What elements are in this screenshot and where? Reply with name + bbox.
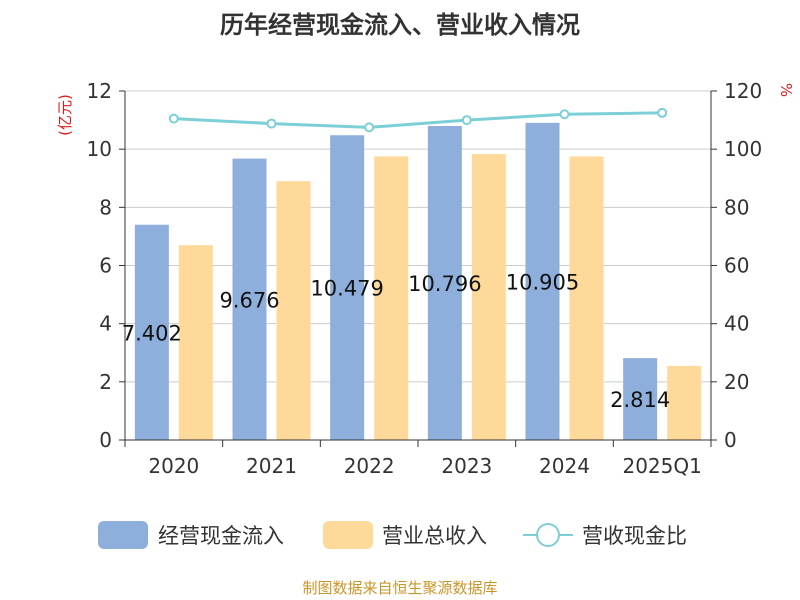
line-point-2024: [559, 109, 570, 120]
bar-经营现金流入-2021: [232, 158, 267, 440]
bar-营业总收入-2020: [178, 245, 213, 440]
line-point-2020: [168, 113, 179, 124]
legend-swatch-营业总收入: [323, 521, 373, 549]
legend-swatch-经营现金流入: [98, 521, 148, 549]
grid-layer: [125, 90, 711, 383]
bar-营业总收入-2025Q1: [667, 365, 702, 440]
left-tick-label: 4: [99, 312, 112, 336]
bar-经营现金流入-2023: [427, 126, 462, 441]
left-tick-label: 0: [99, 428, 112, 452]
bar-经营现金流入-2024: [525, 122, 560, 440]
x-tick-label: 2024: [539, 454, 590, 478]
right-tick-label: 60: [724, 254, 749, 278]
label-layer: 7.402 9.676 10.479 10.796 10.905 2.814: [122, 270, 670, 412]
bar-经营现金流入-2020: [134, 224, 169, 440]
legend-label: 营业总收入: [382, 524, 487, 548]
left-tick-label: 2: [99, 370, 112, 394]
data-label: 9.676: [219, 288, 279, 312]
x-tick-label: 2020: [148, 454, 199, 478]
line-layer: [168, 107, 668, 133]
legend-label: 经营现金流入: [158, 524, 284, 548]
line-point-2023: [461, 115, 472, 126]
x-tick-label: 2025Q1: [622, 454, 701, 478]
left-axis-unit: (亿元): [56, 94, 74, 136]
right-tick-label: 80: [724, 195, 749, 219]
right-axis-unit: %: [777, 83, 795, 97]
left-tick-label: 8: [99, 195, 112, 219]
legend-swatch-marker: [536, 523, 560, 547]
line-point-2025Q1: [657, 107, 668, 118]
left-tick-label: 6: [99, 254, 112, 278]
bar-营业总收入-2023: [471, 154, 506, 440]
right-tick-label: 0: [724, 428, 737, 452]
left-tick-label: 10: [87, 137, 112, 161]
right-tick-label: 100: [724, 137, 762, 161]
bar-营业总收入-2021: [276, 181, 311, 441]
right-tick-label: 20: [724, 370, 749, 394]
bar-营业总收入-2022: [374, 156, 409, 440]
line-point-2021: [266, 118, 277, 129]
x-tick-label: 2022: [344, 454, 395, 478]
bar-layer: [134, 122, 702, 441]
right-tick-label: 120: [724, 79, 762, 103]
data-label: 10.796: [408, 272, 481, 296]
bar-经营现金流入-2022: [330, 135, 365, 440]
legend-layer: 经营现金流入 营业总收入 营收现金比: [98, 521, 687, 549]
x-tick-label: 2023: [441, 454, 492, 478]
legend-label: 营收现金比: [582, 524, 687, 548]
x-tick-label: 2021: [246, 454, 297, 478]
data-label: 7.402: [122, 321, 182, 345]
data-label: 2.814: [610, 388, 670, 412]
line-营收现金比: [173, 111, 663, 129]
right-tick-label: 40: [724, 312, 749, 336]
data-label: 10.479: [310, 277, 383, 301]
chart-title: 历年经营现金流入、营业收入情况: [220, 11, 580, 39]
line-point-2022: [364, 122, 375, 133]
source-note: 制图数据来自恒生聚源数据库: [302, 579, 497, 597]
bar-营业总收入-2024: [569, 156, 604, 440]
left-tick-label: 12: [87, 79, 112, 103]
bar-经营现金流入-2025Q1: [623, 358, 658, 440]
data-label: 10.905: [506, 270, 579, 294]
